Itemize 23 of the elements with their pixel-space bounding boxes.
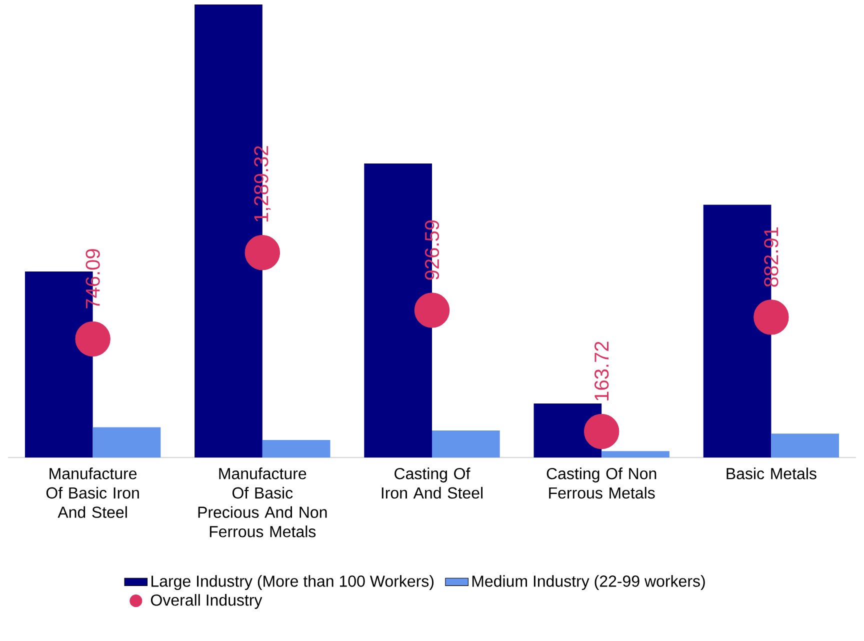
bar — [771, 434, 840, 458]
bar — [602, 451, 670, 458]
x-tick-label: Basic Metals — [726, 468, 816, 480]
data-label: 926.59 — [424, 220, 440, 280]
data-label: 746.09 — [86, 249, 100, 308]
data-label: 1,289.32 — [254, 146, 271, 222]
bar — [262, 440, 330, 458]
point — [75, 321, 110, 357]
x-tick-label: Casting Of Non Ferrous Metals — [546, 468, 656, 499]
legend-label: Medium Industry (22-99 workers) — [472, 575, 705, 590]
x-tick-label: Manufacture Of Basic Precious And Non Ferrous Metals — [198, 468, 327, 538]
data-label: 163.72 — [594, 342, 609, 400]
point — [244, 234, 280, 270]
bar — [432, 430, 500, 458]
data-label: 882.91 — [764, 227, 778, 287]
legend-label: Large Industry (More than 100 Workers) — [152, 575, 434, 590]
point — [754, 300, 789, 335]
legend-label: Overall Industry — [150, 594, 262, 609]
point — [584, 414, 620, 450]
bar — [92, 427, 161, 458]
point — [414, 292, 450, 328]
x-tick-label: Manufacture Of Basic Iron And Steel — [46, 468, 139, 518]
x-tick-label: Casting Of Iron And Steel — [382, 468, 482, 499]
